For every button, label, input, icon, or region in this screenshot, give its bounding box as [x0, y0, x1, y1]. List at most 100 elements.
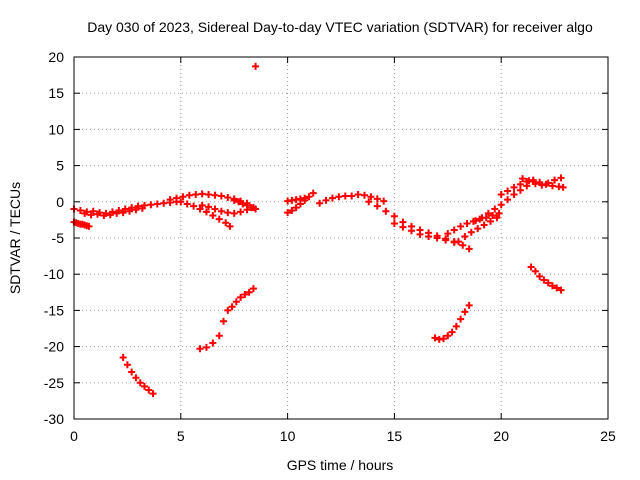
- data-point: [484, 209, 492, 217]
- data-point: [132, 374, 140, 382]
- data-point: [217, 192, 225, 200]
- data-point: [442, 236, 450, 244]
- data-point: [222, 219, 230, 227]
- data-point: [226, 222, 234, 230]
- data-point: [179, 193, 187, 201]
- data-point: [461, 308, 469, 316]
- x-tick-label: 5: [177, 428, 185, 444]
- data-point: [119, 353, 127, 361]
- data-point: [516, 180, 524, 188]
- ticks-layer: 0 5 10 15 20 25 -30 -25 -20 -15 -10 -5 0 5 10 15 20: [44, 49, 616, 444]
- data-point: [234, 198, 242, 206]
- data-point: [454, 238, 462, 246]
- data-point: [382, 207, 390, 215]
- data-series: [252, 62, 260, 70]
- data-point: [245, 288, 253, 296]
- data-series: [196, 285, 257, 353]
- data-point: [173, 194, 181, 202]
- data-point: [76, 206, 84, 214]
- data-series: [316, 191, 388, 207]
- data-point: [531, 267, 539, 275]
- x-tick-label: 15: [387, 428, 403, 444]
- data-point: [448, 328, 456, 336]
- data-series: [390, 220, 473, 253]
- data-point: [527, 263, 535, 271]
- data-point: [185, 191, 193, 199]
- data-point: [433, 234, 441, 242]
- x-tick-label: 25: [600, 428, 616, 444]
- data-series: [284, 194, 309, 205]
- data-point: [301, 194, 309, 202]
- data-point: [493, 214, 501, 222]
- data-point: [153, 200, 161, 208]
- data-point: [121, 205, 129, 213]
- data-point: [538, 181, 546, 189]
- y-tick-label: -25: [44, 375, 64, 391]
- data-point: [450, 226, 458, 234]
- data-point: [237, 293, 245, 301]
- data-point: [544, 179, 552, 187]
- data-point: [249, 285, 257, 293]
- data-point: [540, 276, 548, 284]
- x-tick-label: 20: [493, 428, 509, 444]
- data-point: [292, 204, 300, 212]
- data-point: [232, 298, 240, 306]
- data-point: [440, 335, 448, 343]
- data-point: [228, 303, 236, 311]
- data-point: [138, 204, 146, 212]
- data-point: [119, 209, 127, 217]
- data-series: [454, 214, 501, 246]
- x-tick-label: 0: [70, 428, 78, 444]
- data-series: [284, 189, 317, 217]
- data-point: [149, 390, 157, 398]
- data-point: [205, 191, 213, 199]
- data-point: [202, 208, 210, 216]
- data-point: [390, 220, 398, 228]
- data-point: [247, 204, 255, 212]
- data-point: [196, 205, 204, 213]
- data-point: [211, 191, 219, 199]
- data-series: [365, 198, 458, 246]
- data-series: [519, 174, 565, 189]
- data-point: [360, 191, 368, 199]
- data-point: [519, 175, 527, 183]
- data-point: [335, 193, 343, 201]
- y-tick-label: 15: [48, 85, 64, 101]
- data-point: [166, 196, 174, 204]
- data-point: [209, 339, 217, 347]
- data-point: [495, 209, 503, 217]
- data-point: [243, 201, 251, 209]
- data-point: [452, 322, 460, 330]
- data-point: [198, 190, 206, 198]
- data-point: [559, 183, 567, 191]
- data-point: [128, 368, 136, 376]
- data-point: [465, 301, 473, 309]
- data-point: [474, 225, 482, 233]
- data-series: [230, 196, 260, 213]
- data-point: [444, 332, 452, 340]
- y-tick-label: -5: [52, 230, 65, 246]
- data-point: [354, 191, 362, 199]
- data-point: [465, 245, 473, 253]
- x-axis-label: GPS time / hours: [287, 457, 394, 473]
- data-point: [81, 209, 89, 217]
- data-series: [527, 263, 565, 294]
- data-point: [190, 202, 198, 210]
- data-point: [87, 211, 95, 219]
- y-tick-label: 0: [56, 194, 64, 210]
- data-point: [230, 209, 238, 217]
- data-point: [399, 223, 407, 231]
- data-point: [237, 208, 245, 216]
- data-point: [557, 286, 565, 294]
- data-point: [341, 192, 349, 200]
- data-point: [463, 220, 471, 228]
- data-point: [309, 189, 317, 197]
- data-point: [478, 214, 486, 222]
- data-point: [365, 198, 373, 206]
- points-layer: [70, 62, 567, 398]
- data-point: [536, 272, 544, 280]
- data-point: [93, 210, 101, 218]
- data-point: [487, 217, 495, 225]
- data-point: [497, 191, 505, 199]
- data-point: [140, 382, 148, 390]
